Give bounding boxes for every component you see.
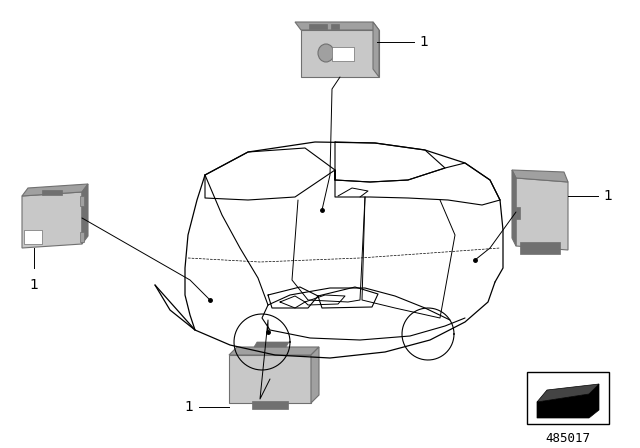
Polygon shape <box>229 347 319 355</box>
Ellipse shape <box>318 44 334 62</box>
Text: 1: 1 <box>184 400 193 414</box>
Polygon shape <box>537 384 599 418</box>
Bar <box>24 230 42 244</box>
Polygon shape <box>311 347 319 403</box>
Polygon shape <box>82 184 88 244</box>
Bar <box>80 196 84 206</box>
Polygon shape <box>22 184 88 196</box>
Text: 485017: 485017 <box>545 431 591 444</box>
Polygon shape <box>537 384 599 402</box>
Polygon shape <box>254 342 289 347</box>
Bar <box>309 24 327 29</box>
Bar <box>332 47 354 61</box>
Polygon shape <box>301 30 379 77</box>
Polygon shape <box>229 355 311 403</box>
Text: 1: 1 <box>419 35 428 49</box>
Polygon shape <box>295 22 379 30</box>
Text: 1: 1 <box>603 189 612 203</box>
Polygon shape <box>22 192 82 248</box>
Polygon shape <box>516 178 568 250</box>
Bar <box>42 190 62 195</box>
Polygon shape <box>373 22 379 77</box>
Text: 1: 1 <box>29 278 38 292</box>
Polygon shape <box>512 170 568 182</box>
Bar <box>80 232 84 242</box>
Polygon shape <box>512 170 516 246</box>
Bar <box>252 401 288 409</box>
Bar <box>331 24 339 29</box>
Bar <box>516 207 520 219</box>
Bar <box>527 372 609 424</box>
Bar <box>520 242 560 254</box>
